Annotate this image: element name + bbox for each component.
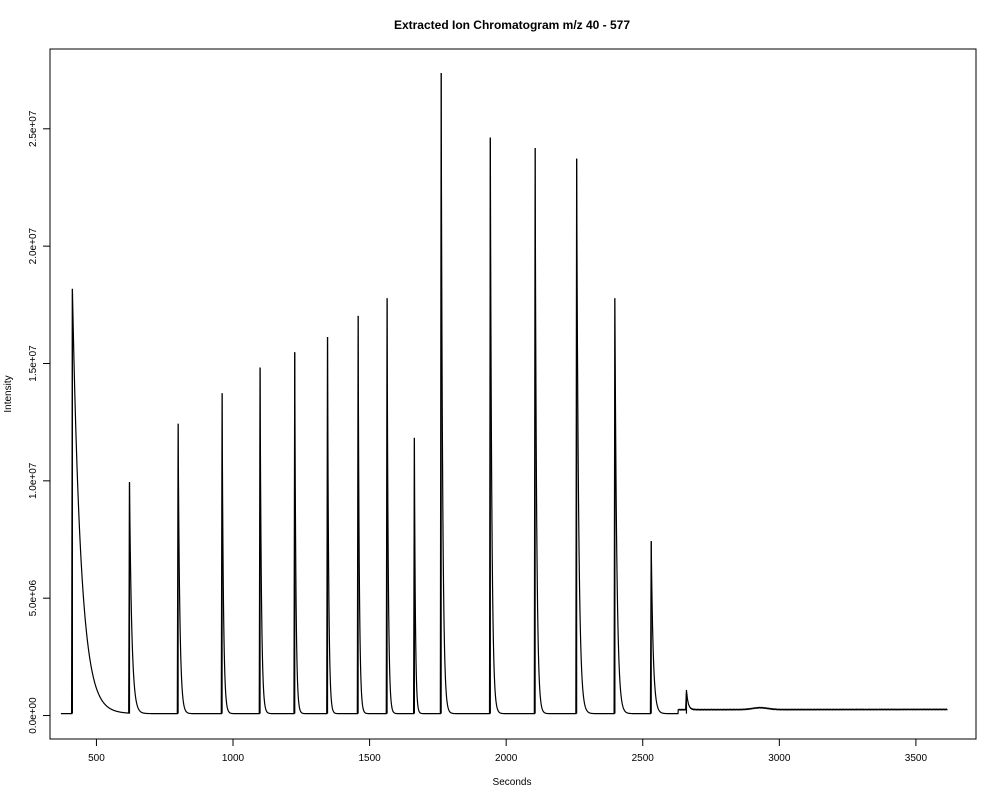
x-tick-label: 3000 [768,753,791,764]
x-tick-label: 1000 [222,753,245,764]
x-tick-label: 3500 [905,753,928,764]
y-tick-label: 2.0e+07 [28,227,39,264]
y-tick-label: 1.5e+07 [28,345,39,382]
y-tick-label: 0.0e+00 [28,697,39,734]
y-axis-label: Intensity [3,375,14,412]
series-line [60,72,948,715]
y-tick-label: 5.0e+06 [28,580,39,617]
x-tick-label: 500 [88,753,105,764]
y-tick-label: 2.5e+07 [28,110,39,147]
chart-title: Extracted Ion Chromatogram m/z 40 - 577 [394,18,630,32]
x-tick-label: 2500 [632,753,655,764]
x-tick-label: 1500 [358,753,381,764]
x-axis: 500 1000 1500 2000 2500 3000 3500 [88,739,927,764]
x-axis-label: Seconds [493,777,532,788]
x-tick-label: 2000 [495,753,518,764]
plot-frame [49,48,977,740]
y-tick-label: 1.0e+07 [28,462,39,499]
y-axis: 0.0e+00 5.0e+06 1.0e+07 1.5e+07 2.0e+07 2.5e+… [28,110,50,734]
peak-markers [71,72,688,714]
